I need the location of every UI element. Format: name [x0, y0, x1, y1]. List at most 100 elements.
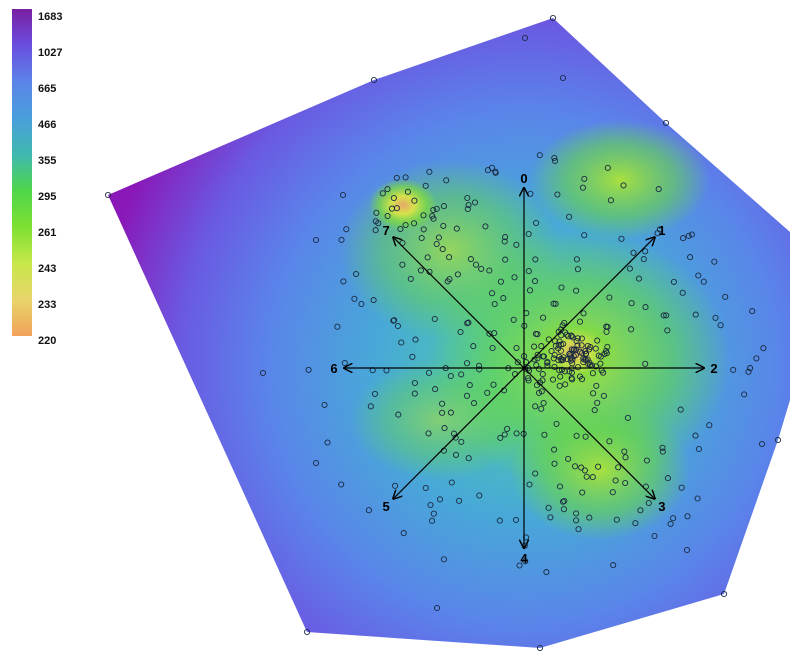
sample-point	[578, 464, 585, 471]
sample-point	[651, 532, 658, 540]
sample-point	[453, 225, 460, 232]
sample-point	[643, 457, 650, 464]
sample-point	[463, 360, 471, 367]
sample-point	[670, 278, 677, 285]
sample-point	[429, 212, 436, 220]
sample-point	[338, 481, 345, 488]
sample-point	[422, 182, 429, 189]
sample-point	[583, 473, 590, 480]
green-region	[350, 360, 530, 480]
sample-point	[447, 409, 454, 416]
sample-point	[711, 258, 718, 265]
sample-point	[663, 312, 670, 319]
sample-point	[513, 344, 520, 352]
radial-axis-5	[393, 367, 525, 499]
sample-point	[478, 265, 485, 272]
sample-point	[592, 363, 599, 370]
sample-point	[534, 331, 541, 338]
sample-point	[458, 371, 465, 378]
sample-point	[569, 376, 576, 383]
sample-point	[370, 297, 377, 304]
sample-point	[566, 213, 573, 220]
sample-point	[312, 236, 320, 244]
sample-point	[425, 430, 432, 437]
sample-point	[426, 268, 433, 275]
sample-point	[399, 261, 406, 268]
sample-point	[612, 477, 619, 484]
sample-point	[412, 336, 419, 343]
sample-point	[525, 268, 532, 275]
sample-point	[568, 346, 575, 353]
sample-point	[476, 366, 483, 373]
green-region	[340, 160, 560, 340]
sample-point	[441, 425, 448, 432]
sample-point	[488, 164, 496, 171]
sample-point	[550, 355, 557, 362]
green-region	[530, 120, 710, 240]
sample-point	[556, 382, 563, 389]
sample-point	[433, 205, 440, 212]
sample-point	[390, 194, 397, 202]
sample-point	[418, 234, 425, 242]
sample-point	[565, 333, 572, 340]
sample-point	[692, 432, 699, 439]
sample-point	[470, 343, 477, 350]
sample-point	[534, 351, 541, 358]
sample-point	[573, 510, 580, 517]
sample-point	[573, 432, 580, 439]
sample-point	[640, 256, 647, 263]
sample-point	[430, 206, 437, 214]
sample-point	[420, 226, 427, 233]
sample-point	[560, 340, 567, 347]
radial-axis-7	[393, 237, 525, 369]
sample-point	[659, 444, 666, 451]
sample-point	[642, 248, 649, 255]
sample-point	[539, 353, 547, 360]
sample-point	[712, 314, 719, 321]
sample-point	[538, 343, 545, 350]
sample-point	[430, 510, 437, 517]
sample-point	[436, 496, 444, 503]
sample-point	[531, 343, 538, 350]
sample-point	[539, 371, 546, 378]
sample-point	[687, 254, 694, 261]
sample-point	[576, 318, 584, 325]
sample-point	[582, 348, 589, 355]
radial-axis-label: 2	[710, 361, 717, 376]
sample-point	[595, 463, 602, 470]
sample-point	[531, 278, 539, 285]
sample-point	[513, 516, 520, 523]
sample-point	[393, 205, 400, 212]
sample-point	[566, 368, 573, 375]
radial-axis-label: 3	[658, 499, 665, 514]
sample-point	[457, 328, 464, 336]
sample-point	[440, 556, 447, 563]
sample-point	[700, 278, 707, 285]
heat-field	[108, 18, 790, 648]
sample-point	[338, 236, 345, 243]
sample-point	[454, 271, 461, 278]
sample-point	[574, 335, 581, 342]
sample-point	[573, 346, 580, 353]
sample-point	[544, 359, 551, 366]
sample-point	[534, 355, 541, 362]
sample-point	[486, 267, 493, 274]
colorbar-tick-label: 1683	[38, 11, 62, 23]
sample-point	[458, 438, 465, 445]
radial-axis-3	[523, 367, 655, 499]
sample-point	[747, 365, 754, 372]
sample-point	[745, 368, 752, 375]
sample-point	[571, 346, 578, 353]
sample-point	[560, 506, 567, 513]
radial-axis-label: 4	[520, 551, 528, 566]
sample-point	[580, 310, 587, 317]
sample-point	[533, 219, 540, 227]
colorbar: 1683 1027 665 466 355 295 261 243 233 220	[12, 9, 62, 347]
sample-point	[444, 278, 451, 285]
sample-point	[551, 446, 558, 453]
sample-point	[533, 382, 541, 389]
sample-point	[431, 315, 438, 323]
sample-point	[579, 489, 586, 496]
radial-axis-label: 7	[382, 223, 389, 238]
sample-point	[578, 335, 585, 342]
